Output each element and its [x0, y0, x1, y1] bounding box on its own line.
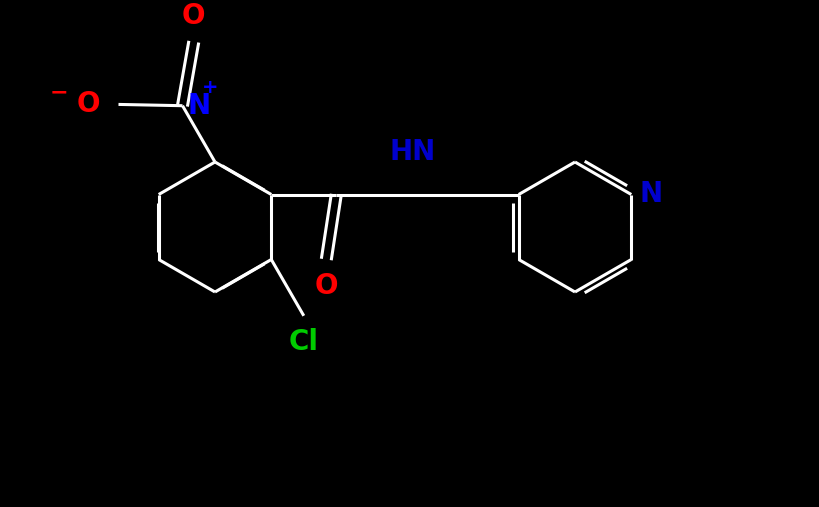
Text: O: O	[182, 2, 206, 30]
Text: −: −	[49, 83, 68, 102]
Text: Cl: Cl	[289, 328, 319, 356]
Text: N: N	[188, 92, 210, 120]
Text: +: +	[202, 78, 219, 97]
Text: HN: HN	[389, 138, 436, 166]
Text: O: O	[314, 272, 338, 300]
Text: N: N	[640, 180, 663, 208]
Text: O: O	[77, 90, 101, 119]
